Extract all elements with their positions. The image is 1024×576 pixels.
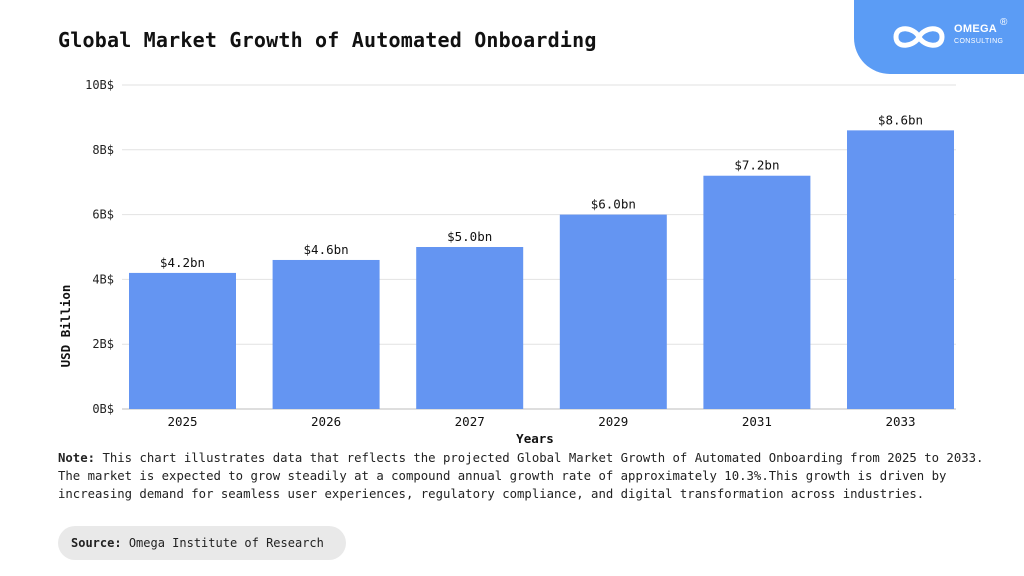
- bar-2033: [847, 130, 954, 410]
- bar-2027: [416, 247, 524, 409]
- bar-2029: [559, 214, 667, 409]
- source-pill: Source: Omega Institute of Research: [58, 526, 346, 560]
- x-axis-label: Years: [516, 431, 554, 446]
- y-axis-ticks: 0B$ 2B$ 4B$ 6B$ 8B$ 10B$: [85, 78, 114, 416]
- bar-2026: [272, 259, 380, 409]
- y-tick-label: 6B$: [92, 208, 114, 222]
- gridlines: [122, 84, 956, 410]
- chart-title: Global Market Growth of Automated Onboar…: [58, 28, 597, 52]
- y-tick-label: 0B$: [92, 402, 114, 416]
- source-label: Source:: [71, 536, 122, 550]
- x-axis-ticks: 2025 2026 2027 2029 2031 2033: [167, 414, 915, 429]
- logo-registered-mark: ®: [1000, 17, 1008, 28]
- logo-name: OMEGA: [954, 23, 998, 35]
- source-text: Omega Institute of Research: [128, 536, 324, 550]
- bar-2025: [129, 272, 236, 409]
- data-label-2027: $5.0bn: [447, 229, 492, 244]
- x-tick-label-2031: 2031: [742, 414, 772, 429]
- x-tick-label-2027: 2027: [455, 414, 485, 429]
- y-axis-label: USD Billion: [58, 285, 73, 368]
- y-tick-label: 10B$: [85, 78, 114, 92]
- y-tick-label: 2B$: [92, 337, 114, 351]
- y-tick-label: 8B$: [92, 143, 114, 157]
- data-label-2025: $4.2bn: [160, 255, 205, 270]
- chart-note: Note: This chart illustrates data that r…: [58, 449, 988, 503]
- data-label-2031: $7.2bn: [734, 158, 779, 173]
- bar-2031: [703, 175, 811, 409]
- data-label-2026: $4.6bn: [304, 242, 349, 257]
- x-tick-label-2026: 2026: [311, 414, 341, 429]
- x-tick-label-2033: 2033: [885, 414, 915, 429]
- y-tick-label: 4B$: [92, 272, 114, 286]
- infinity-icon: [893, 26, 945, 48]
- bars: [129, 130, 954, 410]
- note-label: Note:: [58, 451, 96, 465]
- x-tick-label-2025: 2025: [167, 414, 197, 429]
- logo-panel: OMEGA ® CONSULTING: [854, 0, 1024, 74]
- bar-chart: 0B$ 2B$ 4B$ 6B$ 8B$ 10B$ $4.2bn $4.6bn $5.0bn $6…: [58, 78, 956, 446]
- x-tick-label-2029: 2029: [598, 414, 628, 429]
- note-text: This chart illustrates data that reflect…: [58, 451, 984, 501]
- data-label-2033: $8.6bn: [878, 112, 923, 127]
- bar-data-labels: $4.2bn $4.6bn $5.0bn $6.0bn $7.2bn $8.6bn: [160, 112, 923, 270]
- data-label-2029: $6.0bn: [591, 197, 636, 212]
- logo-subtitle: CONSULTING: [954, 38, 1004, 45]
